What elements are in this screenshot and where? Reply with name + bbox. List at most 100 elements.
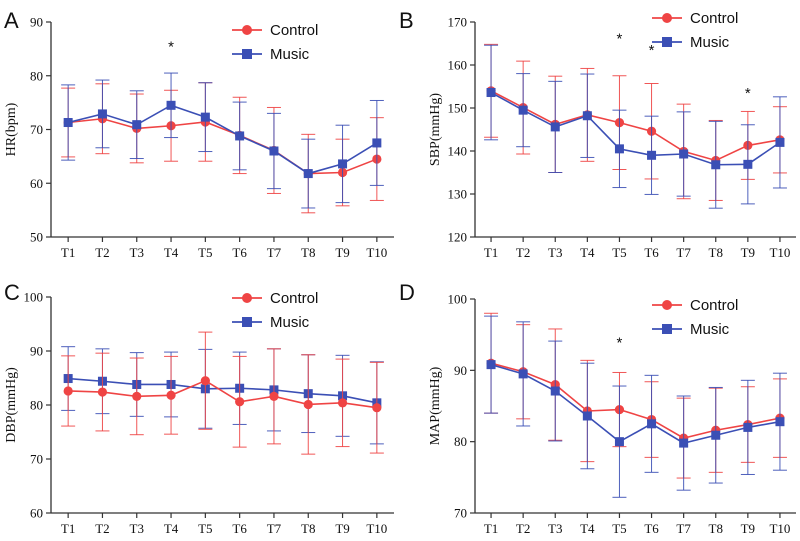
data-point [743,159,753,169]
data-point [269,391,279,401]
data-point [63,118,73,128]
x-tick-label: T4 [580,245,595,260]
data-point [372,138,382,148]
data-point [743,422,753,432]
chart-panel-a: A 50 60 70 80 90 T1 T2 T3 T4 T5 T6 T7 T8 T9 T10 HR(bpm) *… [4,8,394,260]
y-tick-label: 70 [30,452,43,467]
y-tick-label: 50 [30,230,43,245]
data-point [518,105,528,115]
series-line [67,104,378,175]
series-line [68,117,378,175]
legend-marker [662,13,672,23]
x-tick-label: T7 [676,245,691,260]
data-point [518,369,528,379]
y-tick-label: 60 [30,176,43,191]
data-point [679,149,689,159]
x-tick-label: T7 [267,245,282,260]
x-tick-label: T3 [548,245,562,260]
x-tick-label: T4 [164,245,179,260]
chart-panel-c: C 60 70 80 90 100 T1 T2 T3 T4 T5 T6 T7 T8 T9 T10 DBP(mmH… [4,280,394,536]
legend: Control Music [652,10,738,51]
significance-marker: * [168,39,174,56]
y-axis-label: DBP(mmHg) [4,367,19,443]
data-point [647,419,657,429]
x-tick-label: T6 [644,245,659,260]
data-point [372,403,382,413]
y-tick-label: 100 [24,290,44,305]
x-tick-label: T1 [61,245,75,260]
legend-label: Control [270,22,318,39]
y-tick-label: 90 [30,15,43,30]
legend-marker [662,324,672,334]
x-tick-label: T9 [335,245,349,260]
y-tick-label: 70 [454,506,467,521]
data-point [269,146,279,156]
legend-marker [662,37,672,47]
series-control [61,82,384,214]
x-tick-label: T10 [366,245,387,260]
x-tick-label: T7 [676,521,691,536]
legend: Control Music [652,297,738,338]
y-axis-label: HR(bpm) [4,102,19,156]
series-line [490,362,781,439]
y-tick-label: 100 [448,292,468,307]
x-tick-label: T8 [301,521,315,536]
x-tick-label: T4 [164,521,179,536]
legend-marker [242,25,252,35]
legend-label: Music [270,46,310,63]
y-tick-label: 140 [448,144,468,159]
series-control [484,312,787,479]
x-tick-label: T2 [516,245,530,260]
legend-marker [242,317,252,327]
x-tick-label: T9 [741,245,755,260]
series-line [490,363,781,444]
series-control [61,331,384,455]
data-point [97,109,107,119]
data-point [614,437,624,447]
data-point [303,399,313,410]
data-point [338,159,348,169]
data-point [647,150,657,160]
x-tick-label: T4 [580,521,595,536]
y-tick-label: 80 [30,68,43,83]
legend-label: Control [690,10,738,27]
data-point [486,360,496,370]
data-point [235,131,245,141]
x-tick-label: T5 [612,245,626,260]
data-point [711,430,721,440]
data-point [200,112,210,122]
y-tick-label: 90 [454,363,467,378]
significance-marker: * [617,335,623,352]
y-tick-label: 170 [448,15,468,30]
legend: Control Music [232,22,318,63]
data-point [679,438,689,448]
x-tick-label: T2 [516,521,530,536]
legend-marker [242,293,252,303]
data-point [132,120,142,130]
y-axis-label: SBP(mmHg) [428,93,443,166]
x-tick-label: T6 [232,245,247,260]
panel-letter: A [4,8,19,33]
data-point [582,411,592,421]
significance-marker: * [617,31,623,48]
series-music [61,72,384,209]
series-music [484,315,787,498]
y-tick-label: 160 [448,58,468,73]
data-point [775,137,785,147]
x-tick-label: T7 [267,521,282,536]
data-point [582,111,592,121]
x-tick-label: T6 [644,521,659,536]
x-tick-label: T1 [61,521,75,536]
x-tick-label: T9 [741,521,755,536]
legend-label: Music [690,321,730,338]
data-point [614,144,624,154]
x-tick-label: T3 [130,245,144,260]
x-tick-label: T1 [484,521,498,536]
series-line [490,91,781,166]
chart-panel-d: D 70 80 90 100 T1 T2 T3 T4 T5 T6 T7 T8 T9 T10 MAP(mmHg)… [399,280,796,536]
y-tick-label: 120 [448,230,468,245]
panel-letter: B [399,8,414,33]
legend-label: Music [690,34,730,51]
legend-label: Control [270,290,318,307]
series-line [68,377,378,404]
